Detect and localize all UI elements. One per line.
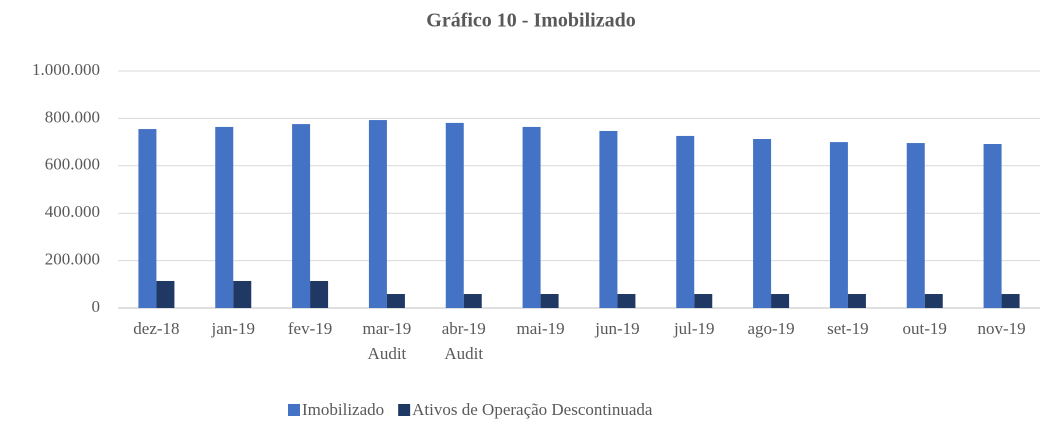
x-tick-label: set-19 [827,319,869,338]
x-tick-label: abr-19 Audit [442,319,486,363]
bar [386,294,405,308]
bar [540,294,559,308]
legend-label: Imobilizado [302,400,384,419]
legend-swatch [398,404,411,416]
chart-title: Gráfico 10 - Imobilizado [426,10,635,32]
y-tick-label: 400.000 [45,202,100,221]
y-tick-label: 200.000 [45,250,100,269]
bar [1001,294,1020,308]
bar [771,294,790,308]
x-tick-label: jul-19 [673,319,715,338]
bar [983,143,1002,308]
bar [694,294,713,308]
bar [753,139,772,308]
bar [445,122,464,308]
x-tick-label: mar-19 Audit [363,319,412,363]
legend-swatch [288,404,300,416]
bar [310,280,329,308]
x-tick-label: mai-19 [517,319,565,338]
bar [292,124,311,308]
x-tick-label: ago-19 [747,319,794,338]
x-tick-label: nov-19 [977,319,1025,338]
x-tick-label: fev-19 [288,319,332,338]
y-tick-label: 0 [92,297,101,316]
bar [599,130,618,308]
legend-label: Ativos de Operação Descontinuada [412,400,653,419]
bar [829,142,848,308]
bar [522,126,541,308]
bar [156,280,175,308]
bar [463,294,482,308]
bar [138,129,157,308]
bar [676,135,695,308]
bar [368,120,387,309]
bar [617,294,636,308]
x-tick-label: out-19 [903,319,947,338]
y-tick-label: 1.000.000 [32,60,100,79]
bar [233,280,252,308]
bar [847,294,866,308]
bar [906,143,925,308]
x-tick-label: dez-18 [133,319,179,338]
y-tick-label: 800.000 [45,107,100,126]
bar [215,126,234,308]
x-tick-label: jun-19 [594,319,639,338]
bar [924,294,943,308]
y-tick-label: 600.000 [45,155,100,174]
x-tick-label: jan-19 [211,319,255,338]
